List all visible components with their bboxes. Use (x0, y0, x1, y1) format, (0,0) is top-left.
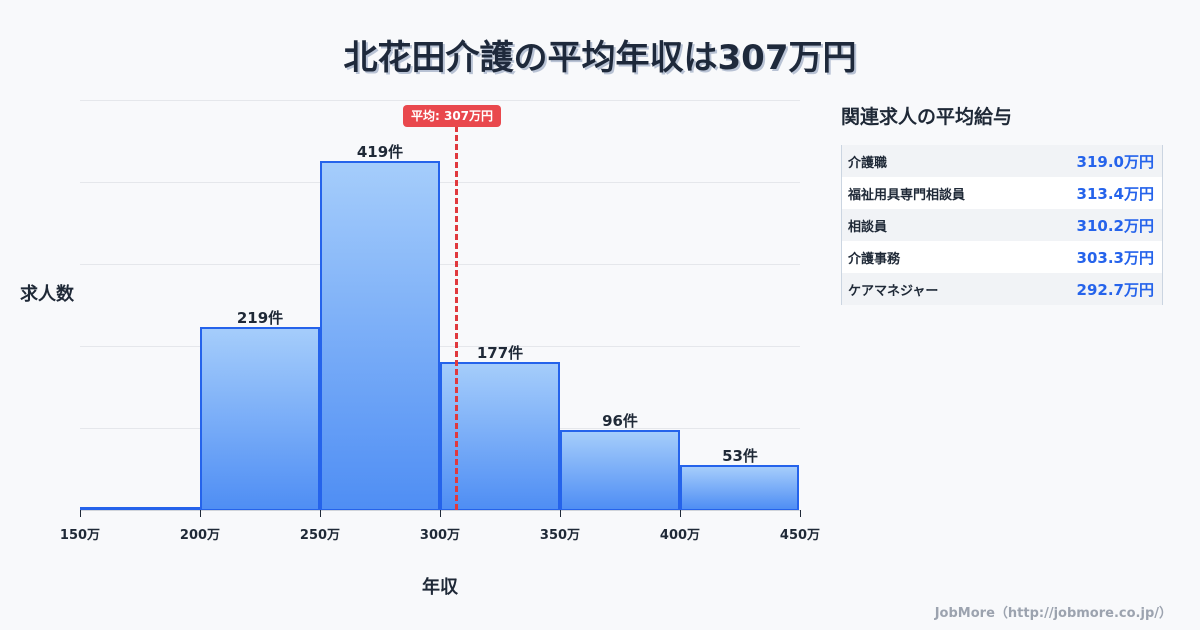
source-credit: JobMore（http://jobmore.co.jp/） (934, 606, 1172, 621)
x-tick-label: 450万 (779, 528, 821, 543)
x-tick-label: 250万 (299, 528, 341, 543)
x-tick (440, 510, 441, 517)
x-tick-label: 350万 (539, 528, 581, 543)
job-name: 福祉用具専門相談員 (848, 187, 966, 203)
bar-400-450 (680, 465, 799, 511)
gridline (80, 100, 800, 101)
table-row: ケアマネジャー 292.7万円 (842, 273, 1162, 305)
x-tick-label: 400万 (659, 528, 701, 543)
average-badge: 平均: 307万円 (403, 105, 502, 127)
y-axis-label: 求人数 (20, 284, 74, 305)
job-salary: 303.3万円 (1076, 248, 1154, 267)
x-tick (320, 510, 321, 517)
job-salary: 292.7万円 (1076, 280, 1154, 299)
table-row: 相談員 310.2万円 (842, 209, 1162, 241)
related-jobs-table: 介護職 319.0万円 福祉用具専門相談員 313.4万円 相談員 310.2万… (841, 145, 1163, 305)
page-title: 北花田介護の平均年収は307万円 (343, 38, 857, 78)
bar-300-350 (440, 362, 560, 511)
x-tick-label: 300万 (419, 528, 461, 543)
gridline (80, 182, 800, 183)
x-tick (200, 510, 201, 517)
job-salary: 319.0万円 (1076, 152, 1154, 171)
bar-350-400 (560, 430, 680, 511)
bar-label: 419件 (356, 143, 404, 161)
gridline (80, 264, 800, 265)
x-tick (560, 510, 561, 517)
x-tick (800, 510, 801, 517)
bar-label: 177件 (476, 344, 524, 362)
table-row: 介護職 319.0万円 (842, 145, 1162, 177)
bar-200-250 (200, 327, 320, 511)
x-axis-label: 年収 (422, 577, 458, 598)
job-name: 相談員 (848, 219, 888, 235)
bar-label: 219件 (236, 309, 284, 327)
x-tick-label: 200万 (179, 528, 221, 543)
histogram-chart: 求人数 219件 419件 177件 96件 53件 平均: 307万円 150… (20, 100, 820, 598)
x-tick (80, 510, 81, 517)
job-salary: 310.2万円 (1076, 216, 1154, 235)
gridline (80, 346, 800, 347)
job-name: ケアマネジャー (848, 283, 939, 299)
bar-label: 96件 (602, 412, 638, 430)
table-row: 介護事務 303.3万円 (842, 241, 1162, 273)
job-name: 介護事務 (848, 251, 901, 267)
x-tick-label: 150万 (59, 528, 101, 543)
bar-250-300 (320, 161, 440, 511)
x-tick (680, 510, 681, 517)
average-line (455, 126, 458, 510)
job-salary: 313.4万円 (1076, 184, 1154, 203)
table-row: 福祉用具専門相談員 313.4万円 (842, 177, 1162, 209)
job-name: 介護職 (848, 155, 888, 171)
bar-label: 53件 (722, 447, 758, 465)
related-jobs-title: 関連求人の平均給与 (841, 106, 1013, 128)
